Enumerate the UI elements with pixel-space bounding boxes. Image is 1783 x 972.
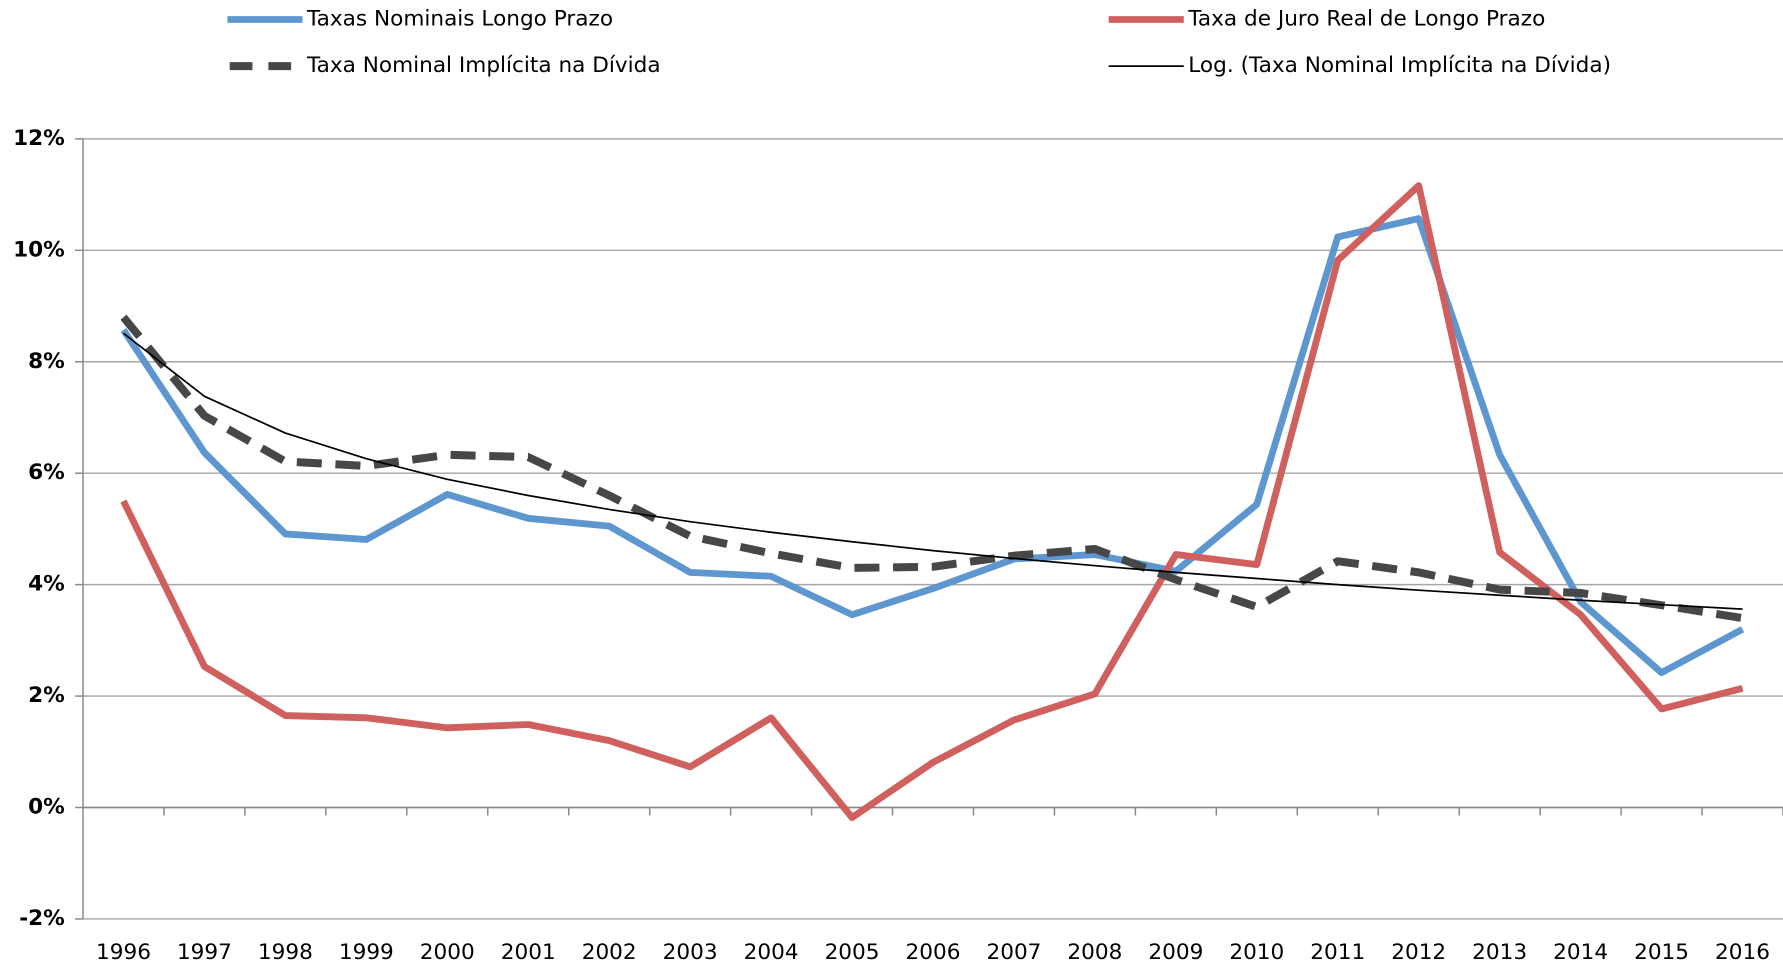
x-tick-label: 2006 (906, 940, 961, 965)
y-tick-label: 8% (28, 349, 65, 374)
series-line (120, 314, 1744, 622)
x-tick-label: 2008 (1067, 940, 1122, 965)
y-tick-label: 2% (28, 683, 65, 708)
series-line (120, 182, 1744, 821)
legend-label: Taxa de Juro Real de Longo Prazo (1187, 6, 1545, 31)
x-tick-label: 2005 (825, 940, 880, 965)
x-tick-label: 2010 (1229, 940, 1284, 965)
x-tick-label: 2004 (744, 940, 799, 965)
x-tick-label: 1998 (258, 940, 313, 965)
x-tick-label: 2015 (1634, 940, 1689, 965)
y-tick-label: 12% (13, 126, 65, 151)
x-tick-label: 2003 (663, 940, 718, 965)
x-tick-label: 2001 (501, 940, 556, 965)
series-line (122, 332, 1743, 611)
legend-label: Log. (Taxa Nominal Implícita na Dívida) (1188, 53, 1611, 78)
y-tick-label: 10% (13, 237, 65, 262)
legend-label: Taxas Nominais Longo Prazo (306, 6, 613, 31)
x-tick-label: 1999 (339, 940, 394, 965)
y-tick-label: -2% (19, 906, 65, 931)
y-tick-label: 6% (28, 460, 65, 485)
y-tick-label: 0% (28, 795, 65, 820)
y-tick-label: 4% (28, 572, 65, 597)
x-tick-label: 2011 (1310, 940, 1365, 965)
series-line (120, 215, 1745, 677)
x-tick-label: 2000 (420, 940, 475, 965)
x-tick-label: 1997 (177, 940, 232, 965)
x-tick-label: 2012 (1391, 940, 1446, 965)
legend-label: Taxa Nominal Implícita na Dívida (306, 53, 661, 78)
x-tick-label: 2007 (986, 940, 1041, 965)
x-tick-label: 2013 (1472, 940, 1527, 965)
x-tick-label: 2014 (1553, 940, 1608, 965)
x-tick-label: 2009 (1148, 940, 1203, 965)
x-tick-label: 2002 (582, 940, 637, 965)
x-tick-label: 1996 (96, 940, 151, 965)
x-tick-label: 2016 (1715, 940, 1770, 965)
